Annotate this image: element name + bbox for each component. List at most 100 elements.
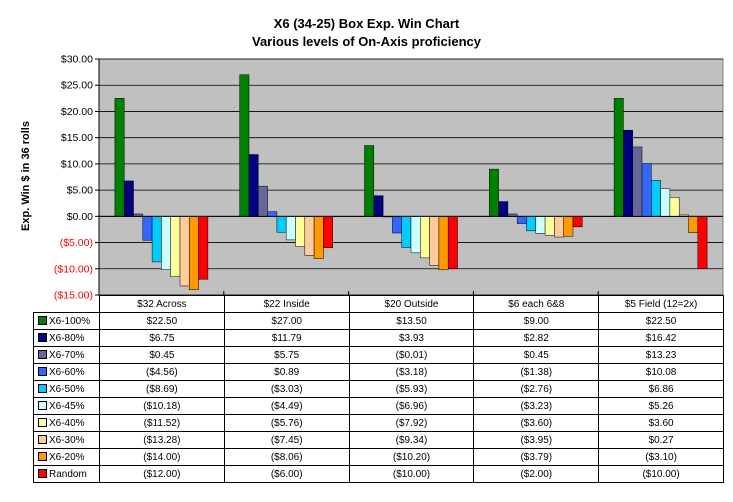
data-cell: ($5.93) <box>348 380 475 398</box>
bar <box>688 216 699 233</box>
bar <box>364 145 375 217</box>
bar <box>697 216 708 270</box>
data-cell: $5.26 <box>598 397 724 415</box>
data-cell: ($4.56) <box>99 363 225 381</box>
category-label: $20 Outside <box>348 295 475 313</box>
legend-entry: X6-80% <box>33 329 100 347</box>
series-name: X6-80% <box>49 332 85 344</box>
bar <box>189 216 199 291</box>
data-cell: ($14.00) <box>99 448 225 466</box>
legend-swatch <box>38 349 47 359</box>
bar <box>123 180 134 217</box>
bar <box>323 216 333 249</box>
bar <box>438 216 449 271</box>
legend-swatch <box>38 434 47 444</box>
legend-swatch <box>38 332 47 342</box>
series-name: X6-100% <box>49 315 91 327</box>
legend-entry: X6-70% <box>33 346 100 364</box>
bar <box>373 195 384 217</box>
table-row: X6-100% $22.50 $27.00 $13.50 $9.00 $22.50 <box>33 312 724 330</box>
bar <box>304 216 315 256</box>
series-name: X6-20% <box>49 451 85 463</box>
data-cell: ($1.38) <box>473 363 600 381</box>
bar <box>516 216 527 224</box>
data-cell: ($5.76) <box>223 414 350 432</box>
data-cell: ($10.00) <box>348 465 475 483</box>
y-tick-label: ($10.00) <box>54 263 93 275</box>
data-cell: ($2.00) <box>473 465 600 483</box>
data-cell: ($7.45) <box>223 431 350 449</box>
bar <box>563 216 574 237</box>
series-name: X6-50% <box>49 383 85 395</box>
data-cell: ($12.00) <box>99 465 225 483</box>
y-tick-label: ($5.00) <box>60 237 93 249</box>
series-name: X6-30% <box>49 434 85 446</box>
data-cell: ($0.01) <box>348 346 475 364</box>
legend-entry: X6-50% <box>33 380 100 398</box>
table-row: X6-70% $0.45 $5.75 ($0.01) $0.45 $13.23 <box>33 346 724 364</box>
data-cell: $13.50 <box>348 312 475 330</box>
data-cell: ($10.18) <box>99 397 225 415</box>
data-cell: $0.45 <box>99 346 225 364</box>
legend-entry: X6-45% <box>33 397 100 415</box>
bar <box>660 188 671 217</box>
table-row: X6-20% ($14.00) ($8.06) ($10.20) ($3.79) ($3.… <box>33 448 724 466</box>
chart-subtitle: Various levels of On-Axis proficiency <box>251 34 482 49</box>
data-cell: ($13.28) <box>99 431 225 449</box>
bar <box>295 216 306 247</box>
data-cell: $6.86 <box>598 380 724 398</box>
bar <box>313 216 324 259</box>
bar <box>392 216 402 234</box>
bar <box>526 216 537 232</box>
data-cell: ($7.92) <box>348 414 475 432</box>
data-cell: $5.75 <box>223 346 350 364</box>
bar <box>114 98 125 217</box>
data-cell: $6.75 <box>99 329 225 347</box>
legend-entry: X6-30% <box>33 431 100 449</box>
legend-swatch <box>38 451 47 461</box>
data-cell: $2.82 <box>473 329 600 347</box>
bar <box>142 216 153 241</box>
legend-swatch <box>38 315 47 325</box>
data-cell: $22.50 <box>99 312 225 330</box>
series-name: Random <box>49 468 87 480</box>
table-row: X6-30% ($13.28) ($7.45) ($9.34) ($3.95) $0.27 <box>33 431 724 449</box>
series-name: X6-70% <box>49 349 85 361</box>
legend-swatch <box>38 383 47 393</box>
table-row: X6-40% ($11.52) ($5.76) ($7.92) ($3.60) $3.60 <box>33 414 724 432</box>
data-cell: ($8.69) <box>99 380 225 398</box>
legend-swatch <box>38 417 47 427</box>
y-axis-label: Exp. Win $ in 36 rolls <box>20 121 32 231</box>
data-cell: ($3.95) <box>473 431 600 449</box>
data-table: $32 Across $22 Inside $20 Outside $6 each 6… <box>33 295 724 483</box>
data-cell: ($3.10) <box>598 448 724 466</box>
data-cell: ($6.96) <box>348 397 475 415</box>
data-cell: $27.00 <box>223 312 350 330</box>
bar <box>651 180 661 217</box>
data-cell: ($11.52) <box>99 414 225 432</box>
data-cell: $11.79 <box>223 329 350 347</box>
category-label: $32 Across <box>99 295 225 313</box>
y-tick-label: $15.00 <box>61 132 93 144</box>
bar <box>489 168 499 217</box>
y-tick-label: $25.00 <box>61 80 93 92</box>
data-cell: ($6.00) <box>223 465 350 483</box>
category-label: $22 Inside <box>223 295 350 313</box>
series-name: X6-45% <box>49 400 85 412</box>
bar <box>572 216 583 228</box>
y-tick-label: $20.00 <box>61 106 93 118</box>
bar <box>632 146 643 217</box>
legend-entry: X6-60% <box>33 363 100 381</box>
data-cell: ($3.60) <box>473 414 600 432</box>
bar <box>198 216 209 280</box>
bar <box>258 185 268 217</box>
chart-title: X6 (34-25) Box Exp. Win Chart <box>273 16 460 31</box>
data-cell: ($2.76) <box>473 380 600 398</box>
bar <box>161 216 171 270</box>
legend-entry: X6-100% <box>33 312 100 330</box>
table-row: X6-80% $6.75 $11.79 $3.93 $2.82 $16.42 <box>33 329 724 347</box>
table-row: Random ($12.00) ($6.00) ($10.00) ($2.00) ($10… <box>33 465 724 483</box>
data-cell: $13.23 <box>598 346 724 364</box>
bar <box>151 216 162 263</box>
